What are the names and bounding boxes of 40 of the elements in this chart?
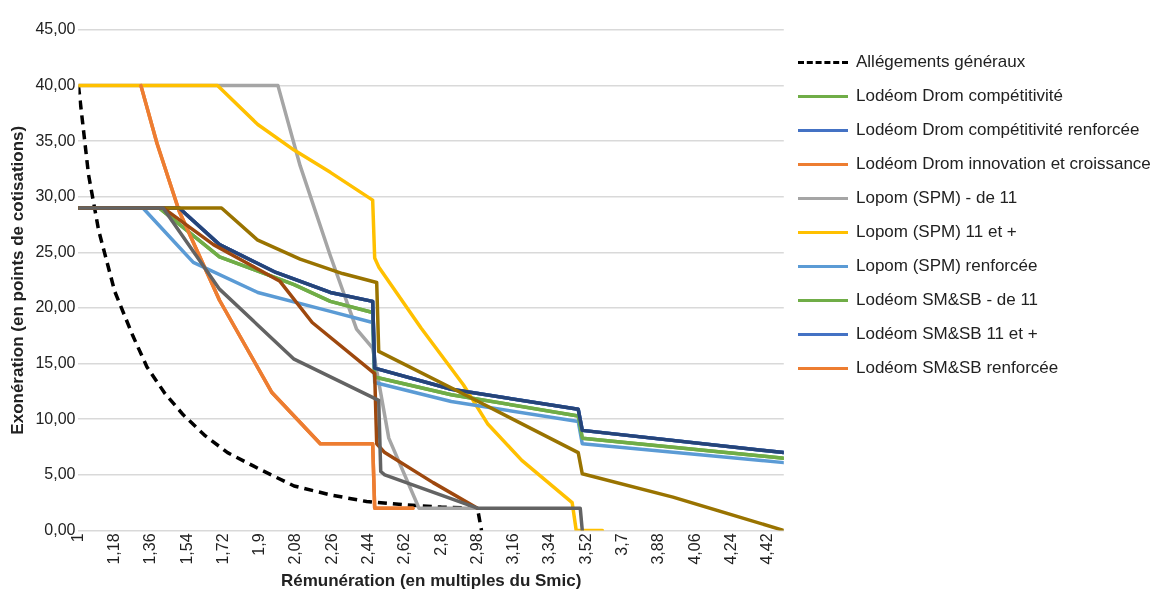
x-tick-label: 1,72	[213, 533, 231, 565]
legend-label: Allégements généraux	[856, 52, 1026, 72]
y-tick-label: 25,00	[35, 242, 76, 260]
y-tick-label: 5,00	[44, 465, 76, 483]
x-tick-label: 2,62	[395, 533, 413, 565]
y-tick-label: 45,00	[35, 20, 76, 38]
legend-label: Lopom (SPM) - de 11	[856, 188, 1018, 208]
x-tick-label: 3,88	[649, 533, 667, 565]
x-tick-label: 3,7	[612, 533, 630, 556]
x-tick-label: 4,24	[721, 533, 739, 565]
x-tick-label: 2,44	[359, 533, 377, 565]
x-tick-label: 1,18	[105, 533, 123, 565]
y-tick-label: 40,00	[35, 76, 76, 94]
x-tick-label: 4,06	[685, 533, 703, 565]
x-tick-label: 2,08	[286, 533, 304, 565]
legend-label: Lodéom SM&SB 11 et +	[856, 324, 1038, 344]
legend-label: Lodéom Drom compétitivité	[856, 86, 1063, 106]
legend-label: Lopom (SPM) 11 et +	[856, 222, 1017, 242]
y-tick-label: 15,00	[35, 354, 76, 372]
x-tick-label: 2,8	[431, 533, 449, 556]
legend-label: Lodéom Drom innovation et croissance	[856, 154, 1151, 174]
legend-label: Lodéom SM&SB - de 11	[856, 290, 1039, 310]
y-tick-label: 20,00	[35, 298, 76, 316]
x-tick-label: 2,26	[322, 533, 340, 565]
legend-label: Lodéom SM&SB renforcée	[856, 358, 1059, 378]
x-tick-label: 3,34	[540, 533, 558, 565]
x-tick-label: 1,9	[250, 533, 268, 556]
x-tick-label: 1,36	[141, 533, 159, 565]
x-tick-label: 1,54	[177, 533, 195, 565]
y-tick-label: 35,00	[35, 131, 76, 149]
x-axis-title: Rémunération (en multiples du Smic)	[280, 571, 582, 591]
y-tick-label: 10,00	[35, 409, 76, 427]
y-tick-label: 30,00	[35, 187, 76, 205]
legend-label: Lopom (SPM) renforcée	[856, 256, 1038, 276]
x-tick-label: 3,52	[576, 533, 594, 565]
y-axis-title: Exonération (en points de cotisations)	[7, 125, 27, 435]
legend-label: Lodéom Drom compétitivité renforcée	[856, 120, 1140, 140]
x-tick-label: 2,98	[467, 533, 485, 565]
x-tick-label: 3,16	[504, 533, 522, 565]
x-tick-label: 4,42	[758, 533, 776, 565]
